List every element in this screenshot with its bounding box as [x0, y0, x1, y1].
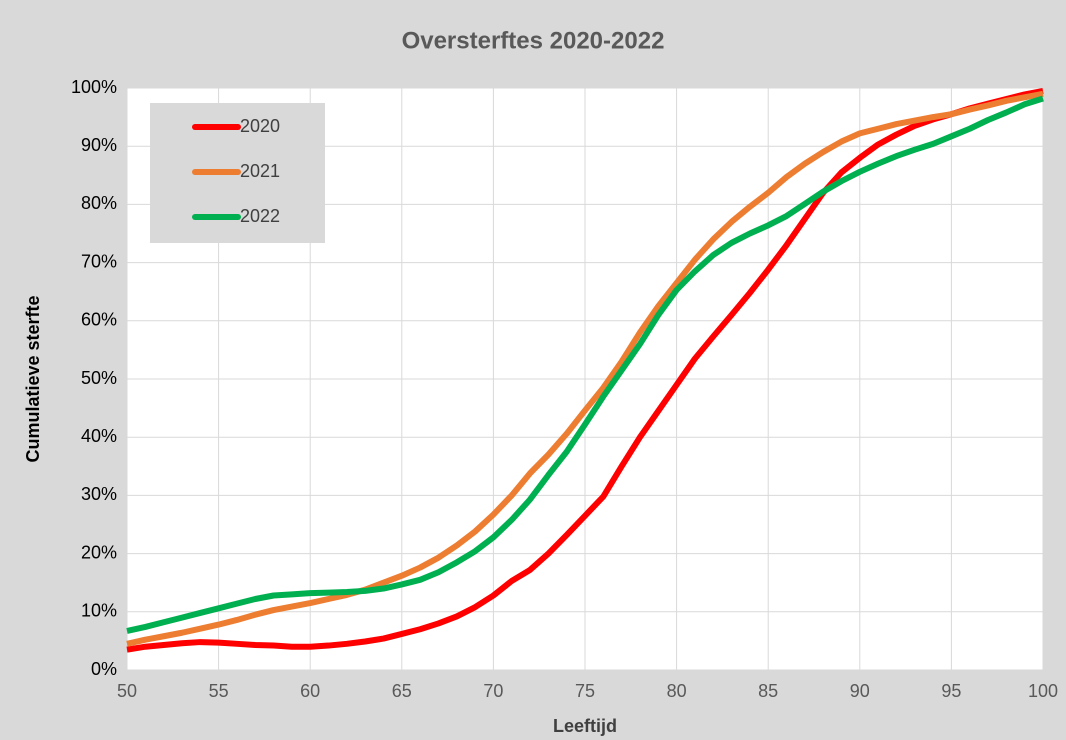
x-tick-label: 65: [392, 681, 412, 701]
y-tick-label: 20%: [81, 542, 117, 562]
x-tick-label: 85: [758, 681, 778, 701]
x-tick-label: 95: [941, 681, 961, 701]
x-tick-label: 80: [667, 681, 687, 701]
x-tick-label: 55: [209, 681, 229, 701]
chart-title: Oversterftes 2020-2022: [402, 27, 665, 54]
legend-label: 2021: [240, 161, 280, 181]
x-tick-label: 60: [300, 681, 320, 701]
y-tick-label: 60%: [81, 310, 117, 330]
line-series: [126, 95, 1044, 634]
y-tick-label: 90%: [81, 135, 117, 155]
line-series: [126, 90, 1044, 647]
y-axis-label: Cumulatieve sterfte: [23, 295, 43, 462]
x-tick-label: 100: [1028, 681, 1058, 701]
y-tick-label: 40%: [81, 426, 117, 446]
legend-label: 2022: [240, 206, 280, 226]
y-tick-label: 0%: [91, 659, 117, 679]
y-tick-label: 70%: [81, 251, 117, 271]
legend-label: 2020: [240, 116, 280, 136]
y-tick-label: 10%: [81, 601, 117, 621]
y-tick-label: 80%: [81, 193, 117, 213]
y-tick-label: 30%: [81, 484, 117, 504]
y-tick-label: 100%: [71, 77, 117, 97]
line-series: [126, 87, 1044, 653]
x-axis-label: Leeftijd: [553, 716, 617, 736]
x-tick-label: 70: [483, 681, 503, 701]
x-tick-label: 75: [575, 681, 595, 701]
x-tick-label: 90: [850, 681, 870, 701]
y-tick-label: 50%: [81, 368, 117, 388]
x-tick-label: 50: [117, 681, 137, 701]
